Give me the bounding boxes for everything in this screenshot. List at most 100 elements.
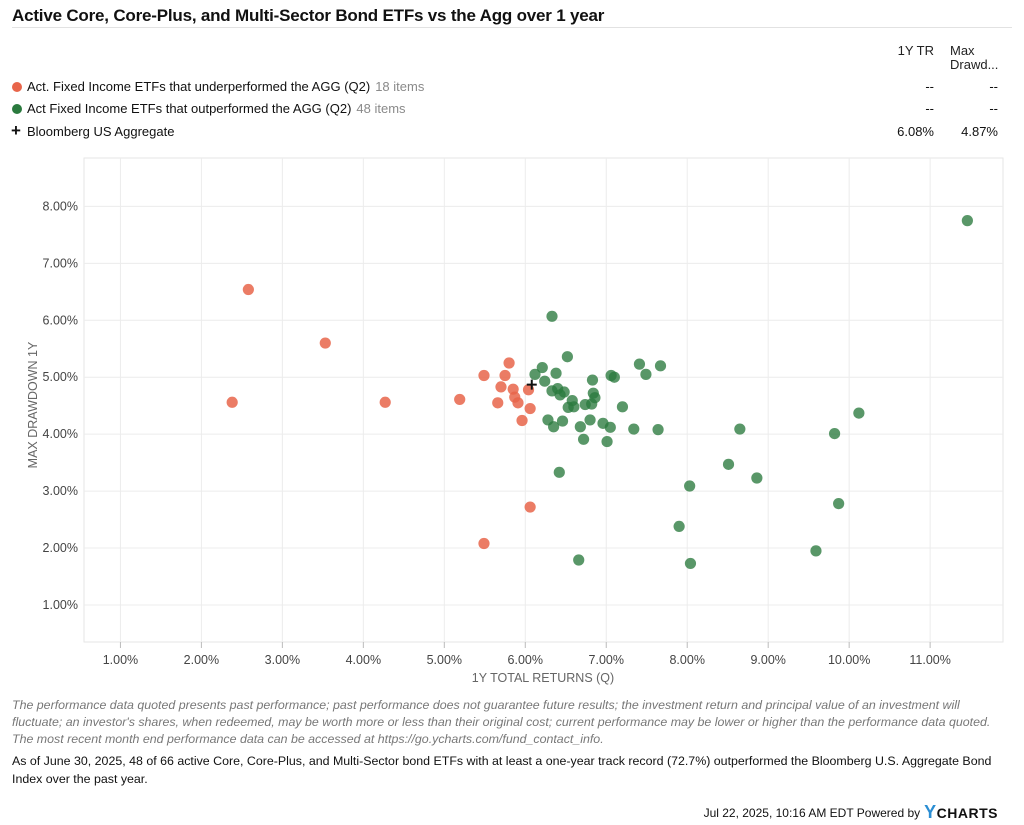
outperformed-point	[853, 407, 865, 419]
x-tick-label: 10.00%	[828, 653, 870, 667]
legend-label-underperformed: Act. Fixed Income ETFs that underperform…	[27, 79, 424, 94]
underperformed-point	[242, 283, 254, 296]
benchmark-point	[526, 379, 537, 390]
underperformed-point	[492, 397, 504, 409]
outperformed-point	[553, 466, 565, 478]
chart-title: Active Core, Core-Plus, and Multi-Sector…	[12, 6, 605, 25]
outperformed-point	[601, 435, 613, 448]
y-tick-label: 5.00%	[43, 370, 78, 384]
legend-value-dd-underperformed: --	[989, 79, 998, 94]
legend-name-underperformed: Act. Fixed Income ETFs that underperform…	[27, 79, 371, 94]
legend-count-underperformed: 18 items	[375, 79, 425, 94]
y-tick-label: 4.00%	[43, 427, 78, 441]
logo-text: CHARTS	[936, 805, 998, 821]
y-tick-label: 1.00%	[43, 598, 78, 612]
legend-value-tr-outperformed: --	[925, 101, 934, 116]
x-tick-label: 11.00%	[909, 653, 950, 667]
legend-value-dd-benchmark: 4.87%	[961, 124, 998, 139]
y-tick-label: 8.00%	[43, 199, 78, 213]
x-tick-label: 8.00%	[669, 653, 704, 667]
x-tick-label: 1.00%	[103, 653, 138, 667]
legend-item-underperformed[interactable]: Act. Fixed Income ETFs that underperform…	[12, 79, 998, 97]
y-axis-label: MAX DRAWDOWN 1Y	[26, 341, 40, 468]
outperformed-point	[828, 427, 841, 440]
legend-column-max-drawdown-line1: Max	[950, 43, 975, 58]
underperformed-point	[516, 414, 528, 427]
x-tick-label: 6.00%	[508, 653, 543, 667]
underperformed-point	[319, 337, 331, 349]
ycharts-logo[interactable]: YCHARTS	[924, 802, 998, 823]
outperformed-point	[577, 433, 590, 445]
plot-area	[83, 157, 1004, 643]
underperformed-point	[226, 396, 238, 408]
x-tick-label: 7.00%	[589, 653, 624, 667]
outperformed-point	[722, 458, 735, 470]
y-tick-label: 7.00%	[43, 256, 78, 270]
outperformed-point	[734, 423, 746, 435]
outperformed-point	[529, 368, 541, 380]
outperformed-point	[574, 421, 586, 433]
x-axis-label: 1Y TOTAL RETURNS (Q)	[472, 671, 614, 685]
legend-value-dd-outperformed: --	[989, 101, 998, 116]
outperformed-point	[673, 520, 685, 533]
summary-note: As of June 30, 2025, 48 of 66 active Cor…	[12, 754, 992, 786]
underperformed-point	[524, 501, 536, 513]
outperformed-point	[586, 374, 599, 386]
outperformed-point	[633, 358, 646, 370]
underperformed-point	[524, 402, 536, 415]
outperformed-point	[751, 472, 763, 484]
underperformed-point	[499, 369, 511, 382]
outperformed-point	[640, 368, 652, 380]
chart-tick-labels: 1.00% 2.00% 3.00% 4.00% 5.00% 6.00% 7.00% 8.00%…	[43, 199, 951, 667]
legend-name-outperformed: Act Fixed Income ETFs that outperformed …	[27, 101, 352, 116]
logo-y: Y	[924, 802, 937, 822]
underperformed-point	[495, 381, 507, 393]
legend-column-max-drawdown: Max Drawd...	[950, 44, 998, 72]
x-tick-label: 4.00%	[346, 653, 381, 667]
outperformed-point	[608, 371, 620, 383]
chart-points	[226, 215, 973, 570]
outperformed-point	[684, 557, 697, 570]
legend-marker-underperformed	[12, 82, 22, 92]
y-tick-label: 3.00%	[43, 484, 78, 498]
outperformed-point	[546, 310, 558, 322]
legend-column-max-drawdown-line2: Drawd...	[950, 57, 999, 72]
outperformed-point	[539, 375, 551, 387]
outperformed-point	[628, 423, 640, 435]
outperformed-point	[652, 424, 664, 436]
performance-disclaimer: The performance data quoted presents pas…	[12, 698, 991, 746]
underperformed-point	[379, 396, 391, 408]
scatter-chart: 1.00% 2.00% 3.00% 4.00% 5.00% 6.00% 7.00% 8.00%…	[26, 157, 1004, 685]
underperformed-point	[478, 369, 490, 382]
y-tick-label: 6.00%	[43, 313, 78, 327]
outperformed-point	[561, 351, 573, 363]
x-tick-label: 3.00%	[265, 653, 300, 667]
x-tick-label: 5.00%	[427, 653, 462, 667]
footer: Jul 22, 2025, 10:16 AM EDT Powered by YC…	[704, 802, 998, 823]
legend-value-tr-underperformed: --	[925, 79, 934, 94]
underperformed-point	[478, 537, 490, 550]
chart-grid	[83, 157, 1004, 648]
legend-label-outperformed: Act Fixed Income ETFs that outperformed …	[27, 101, 406, 116]
title-divider	[12, 27, 1012, 28]
outperformed-point	[961, 215, 973, 227]
outperformed-point	[556, 415, 569, 427]
legend-item-benchmark[interactable]: + Bloomberg US Aggregate 6.08% 4.87%	[11, 121, 998, 142]
x-tick-label: 2.00%	[184, 653, 219, 667]
legend-column-1y-tr: 1Y TR	[897, 43, 934, 58]
outperformed-point	[604, 421, 616, 433]
outperformed-point	[548, 421, 560, 433]
outperformed-point	[584, 414, 596, 426]
legend-count-outperformed: 48 items	[356, 101, 406, 116]
y-tick-label: 2.00%	[43, 541, 78, 555]
outperformed-point	[810, 545, 822, 557]
legend-value-tr-benchmark: 6.08%	[897, 124, 934, 139]
underperformed-point	[503, 357, 515, 369]
outperformed-point	[616, 401, 629, 413]
outperformed-point	[573, 554, 585, 566]
legend-marker-outperformed	[12, 104, 22, 114]
legend-label-benchmark: Bloomberg US Aggregate	[27, 124, 175, 139]
outperformed-point	[536, 361, 548, 374]
legend-item-outperformed[interactable]: Act Fixed Income ETFs that outperformed …	[12, 101, 998, 119]
outperformed-point	[550, 367, 562, 379]
